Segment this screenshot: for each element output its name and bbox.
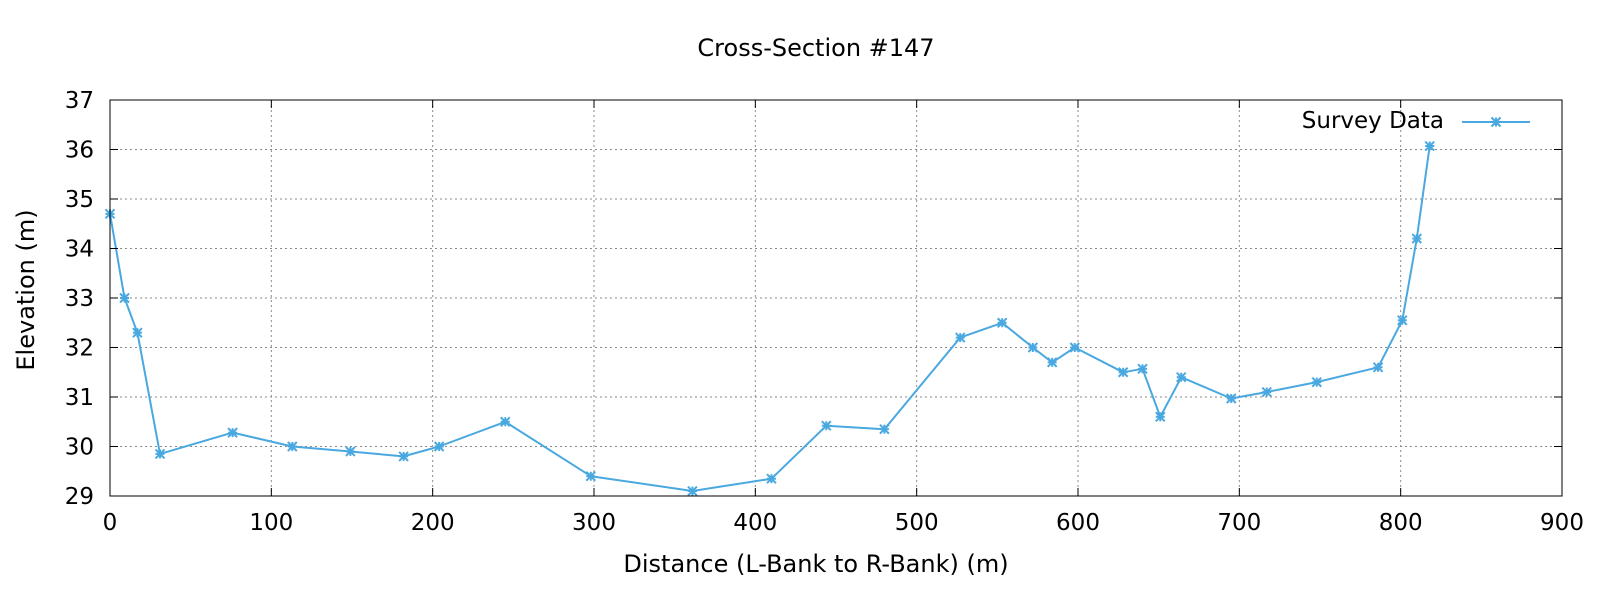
y-axis-ticks: 29 30 31 32 33 34 35 36 37: [65, 88, 1562, 510]
data-point-stroke: [227, 427, 238, 438]
x-tick-label: 600: [1056, 510, 1100, 536]
data-point: [821, 420, 832, 431]
grid-lines: [110, 100, 1562, 496]
y-axis-label: Elevation (m): [12, 209, 40, 370]
data-point: [433, 441, 445, 452]
data-point-stroke: [1027, 342, 1039, 353]
y-tick-label: 30: [65, 435, 94, 461]
legend: Survey Data: [1302, 108, 1530, 134]
data-point-stroke: [766, 473, 777, 484]
y-tick-label: 35: [65, 187, 94, 213]
data-point: [154, 448, 166, 460]
data-point-stroke: [955, 332, 966, 343]
data-point: [879, 423, 890, 435]
data-point: [1424, 140, 1435, 152]
data-point: [1027, 342, 1039, 353]
data-point-stroke: [345, 446, 356, 457]
x-tick-label: 500: [895, 510, 939, 536]
data-point-stroke: [287, 441, 298, 452]
data-point: [955, 332, 966, 343]
data-point-stroke: [1226, 393, 1237, 404]
y-tick-label: 37: [65, 88, 94, 114]
y-tick-label: 36: [65, 138, 94, 164]
data-point-stroke: [433, 441, 445, 452]
series-layer: [104, 140, 1435, 497]
x-tick-label: 700: [1217, 510, 1261, 536]
x-axis-label: Distance (L-Bank to R-Bank) (m): [623, 550, 1008, 578]
chart-title: Cross-Section #147: [697, 34, 934, 62]
data-point: [766, 473, 777, 484]
data-point: [1261, 386, 1272, 398]
x-tick-label: 900: [1540, 510, 1584, 536]
y-tick-label: 34: [65, 237, 94, 263]
y-tick-label: 29: [65, 484, 94, 510]
y-tick-label: 32: [65, 336, 94, 362]
data-point-stroke: [1490, 116, 1502, 128]
data-point: [1311, 376, 1322, 388]
x-tick-label: 300: [572, 510, 616, 536]
x-tick-label: 0: [103, 510, 118, 536]
series-line: [109, 145, 1431, 492]
legend-marker: [1490, 116, 1502, 128]
data-point-stroke: [1372, 362, 1384, 373]
data-point-stroke: [154, 448, 166, 460]
data-point-stroke: [1424, 140, 1435, 152]
data-point-stroke: [687, 485, 698, 497]
data-point: [1137, 363, 1148, 374]
data-point: [345, 446, 356, 457]
data-point-stroke: [1046, 357, 1058, 368]
data-point-stroke: [1117, 367, 1129, 378]
data-point-stroke: [996, 317, 1008, 328]
data-point: [1069, 342, 1080, 353]
data-point: [227, 427, 238, 438]
data-point-stroke: [1176, 371, 1187, 383]
data-point: [1226, 393, 1237, 404]
data-point-stroke: [879, 423, 890, 435]
data-point-stroke: [398, 451, 409, 462]
data-point: [500, 416, 511, 427]
legend-marker-star: [1490, 116, 1502, 128]
data-point-stroke: [1397, 315, 1408, 326]
data-point-stroke: [132, 327, 143, 338]
data-point: [1397, 315, 1408, 326]
x-axis-ticks: 0 100 200 300 400 500 600 700 800 900: [103, 100, 1584, 536]
data-point: [687, 485, 698, 497]
x-tick-label: 400: [733, 510, 777, 536]
data-point-stroke: [119, 292, 130, 304]
x-tick-label: 200: [411, 510, 455, 536]
data-point: [398, 451, 409, 462]
data-point-stroke: [1155, 411, 1166, 423]
data-point: [132, 327, 143, 338]
data-point-stroke: [500, 416, 511, 427]
data-point: [1176, 371, 1187, 383]
y-tick-label: 31: [65, 385, 94, 411]
data-point: [119, 292, 130, 304]
data-point: [585, 470, 596, 482]
y-tick-label: 33: [65, 286, 94, 312]
data-point: [1411, 233, 1423, 244]
x-tick-label: 800: [1379, 510, 1423, 536]
data-point-stroke: [1261, 386, 1272, 398]
data-point-stroke: [1311, 376, 1322, 388]
data-point-stroke: [821, 420, 832, 431]
legend-label: Survey Data: [1302, 108, 1444, 134]
data-point: [1117, 367, 1129, 378]
data-point: [1046, 357, 1058, 368]
data-point-stroke: [1069, 342, 1080, 353]
data-point: [287, 441, 298, 452]
x-tick-label: 100: [249, 510, 293, 536]
data-point: [996, 317, 1008, 328]
data-point: [1372, 362, 1384, 373]
data-point-stroke: [1411, 233, 1423, 244]
data-point: [1155, 411, 1166, 423]
data-point-stroke: [585, 470, 596, 482]
data-point-stroke: [1137, 363, 1148, 374]
